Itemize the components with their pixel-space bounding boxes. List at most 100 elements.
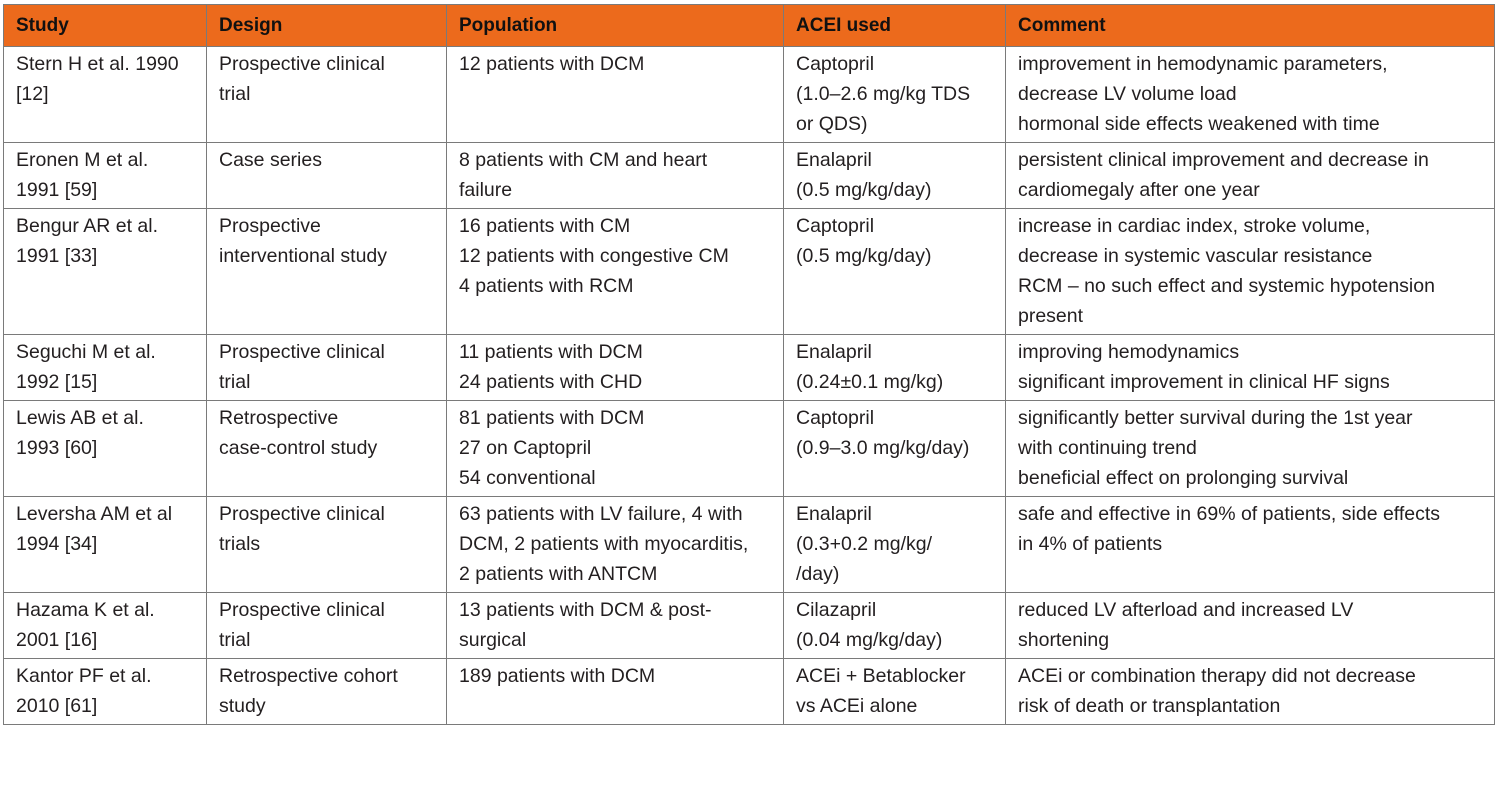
cell-comment: reduced LV afterload and increased LV sho… (1005, 592, 1495, 659)
cell-acei-used-line: /day) (796, 563, 840, 585)
cell-design-line: case-control study (219, 437, 378, 459)
cell-comment-line: ACEi or combination therapy did not decr… (1018, 665, 1416, 687)
cell-design-line: Prospective clinical (219, 503, 385, 525)
cell-acei-used-line: (1.0–2.6 mg/kg TDS (796, 83, 971, 105)
cell-acei-used-line: Captopril (796, 53, 875, 75)
cell-acei-used-line: Cilazapril (796, 599, 877, 621)
cell-design-line: trial (219, 629, 251, 651)
table-row: Leversha AM et al 1994 [34] Prospective cl… (3, 496, 1495, 593)
cell-study: Stern H et al. 1990 [12] (3, 46, 207, 143)
cell-design: Prospective clinical trial (206, 592, 447, 659)
cell-study-line: Stern H et al. 1990 (16, 53, 179, 75)
cell-design-line: study (219, 695, 266, 717)
cell-comment: improvement in hemodynamic parameters, de… (1005, 46, 1495, 143)
cell-population: 11 patients with DCM 24 patients with CHD (446, 334, 784, 401)
cell-comment: improving hemodynamics significant improv… (1005, 334, 1495, 401)
cell-comment: significantly better survival during the… (1005, 400, 1495, 497)
cell-comment-line: shortening (1018, 629, 1110, 651)
cell-study: Hazama K et al. 2001 [16] (3, 592, 207, 659)
table-header: Study Design Population ACEI used Commen… (3, 4, 1495, 47)
cell-comment: safe and effective in 69% of patients, s… (1005, 496, 1495, 593)
table-row: Stern H et al. 1990 [12] Prospective clini… (3, 46, 1495, 143)
header-acei-used: ACEI used (783, 4, 1006, 47)
cell-study-line: Lewis AB et al. (16, 407, 144, 429)
table-row: Lewis AB et al. 1993 [60] Retrospective cas… (3, 400, 1495, 497)
cell-study-line: Bengur AR et al. (16, 215, 159, 237)
cell-acei-used-line: Enalapril (796, 341, 872, 363)
cell-population-line: 27 on Captopril (459, 437, 592, 459)
cell-study-line: Leversha AM et al (16, 503, 173, 525)
cell-comment-line: improving hemodynamics (1018, 341, 1240, 363)
cell-population-line: 2 patients with ANTCM (459, 563, 658, 585)
cell-acei-used: Captopril (1.0–2.6 mg/kg TDS or QDS) (783, 46, 1006, 143)
cell-population-line: 54 conventional (459, 467, 596, 489)
cell-comment-line: cardiomegaly after one year (1018, 179, 1260, 201)
cell-population: 63 patients with LV failure, 4 with DCM, … (446, 496, 784, 593)
cell-comment: ACEi or combination therapy did not decr… (1005, 658, 1495, 725)
cell-design: Prospective clinical trial (206, 334, 447, 401)
cell-population: 12 patients with DCM (446, 46, 784, 143)
cell-study-line: 2010 [61] (16, 695, 98, 717)
cell-population-line: 11 patients with DCM (459, 341, 643, 363)
cell-comment-line: with continuing trend (1018, 437, 1197, 459)
cell-comment-line: in 4% of patients (1018, 533, 1163, 555)
cell-acei-used: Enalapril (0.5 mg/kg/day) (783, 142, 1006, 209)
cell-population-line: 13 patients with DCM & post- (459, 599, 712, 621)
cell-comment-line: persistent clinical improvement and decr… (1018, 149, 1429, 171)
cell-acei-used-line: Captopril (796, 215, 875, 237)
cell-design-line: Prospective (219, 215, 321, 237)
cell-population-line: DCM, 2 patients with myocarditis, (459, 533, 749, 555)
cell-acei-used-line: (0.04 mg/kg/day) (796, 629, 943, 651)
cell-comment-line: decrease in systemic vascular resistance (1018, 245, 1373, 267)
cell-comment-line: decrease LV volume load (1018, 83, 1237, 105)
cell-comment-line: hormonal side effects weakened with time (1018, 113, 1380, 135)
cell-design-line: Prospective clinical (219, 599, 385, 621)
cell-acei-used-line: Enalapril (796, 503, 872, 525)
cell-population-line: 81 patients with DCM (459, 407, 645, 429)
cell-design: Prospective interventional study (206, 208, 447, 335)
cell-acei-used-line: (0.3+0.2 mg/kg/ (796, 533, 933, 555)
cell-population-line: 4 patients with RCM (459, 275, 634, 297)
cell-population-line: 12 patients with DCM (459, 53, 645, 75)
cell-acei-used-line: or QDS) (796, 113, 868, 135)
cell-study-line: Eronen M et al. (16, 149, 149, 171)
cell-acei-used: Captopril (0.5 mg/kg/day) (783, 208, 1006, 335)
header-comment: Comment (1005, 4, 1495, 47)
cell-population-line: surgical (459, 629, 527, 651)
cell-comment-line: significant improvement in clinical HF s… (1018, 371, 1390, 393)
cell-study-line: 2001 [16] (16, 629, 98, 651)
cell-population-line: 12 patients with congestive CM (459, 245, 729, 267)
cell-study: Leversha AM et al 1994 [34] (3, 496, 207, 593)
cell-design-line: interventional study (219, 245, 388, 267)
cell-population: 13 patients with DCM & post-surgical (446, 592, 784, 659)
cell-acei-used-line: vs ACEi alone (796, 695, 918, 717)
cell-population-line: 24 patients with CHD (459, 371, 643, 393)
cell-design-line: trials (219, 533, 261, 555)
cell-design: Retrospective case-control study (206, 400, 447, 497)
cell-study-line: [12] (16, 83, 49, 105)
cell-design-line: Prospective clinical (219, 341, 385, 363)
cell-design: Retrospective cohort study (206, 658, 447, 725)
cell-comment-line: improvement in hemodynamic parameters, (1018, 53, 1388, 75)
acei-studies-table: Study Design Population ACEI used Commen… (3, 4, 1495, 725)
cell-acei-used-line: ACEi + Betablocker (796, 665, 966, 687)
cell-population-line: failure (459, 179, 513, 201)
cell-comment-line: increase in cardiac index, stroke volume… (1018, 215, 1371, 237)
cell-population: 81 patients with DCM 27 on Captopril 54 co… (446, 400, 784, 497)
cell-design-line: trial (219, 371, 251, 393)
cell-acei-used: Enalapril (0.3+0.2 mg/kg/ /day) (783, 496, 1006, 593)
cell-population: 16 patients with CM 12 patients with cong… (446, 208, 784, 335)
cell-comment: persistent clinical improvement and decr… (1005, 142, 1495, 209)
cell-design: Prospective clinical trials (206, 496, 447, 593)
table-row: Kantor PF et al. 2010 [61] Retrospective c… (3, 658, 1495, 725)
cell-study-line: 1991 [59] (16, 179, 98, 201)
cell-acei-used: Captopril (0.9–3.0 mg/kg/day) (783, 400, 1006, 497)
header-design: Design (206, 4, 447, 47)
cell-study: Bengur AR et al. 1991 [33] (3, 208, 207, 335)
header-study: Study (3, 4, 207, 47)
cell-study: Eronen M et al. 1991 [59] (3, 142, 207, 209)
cell-study-line: 1992 [15] (16, 371, 98, 393)
cell-acei-used-line: (0.5 mg/kg/day) (796, 245, 932, 267)
table-row: Bengur AR et al. 1991 [33] Prospective inte… (3, 208, 1495, 335)
acei-studies-table-container: Study Design Population ACEI used Commen… (3, 4, 1495, 725)
